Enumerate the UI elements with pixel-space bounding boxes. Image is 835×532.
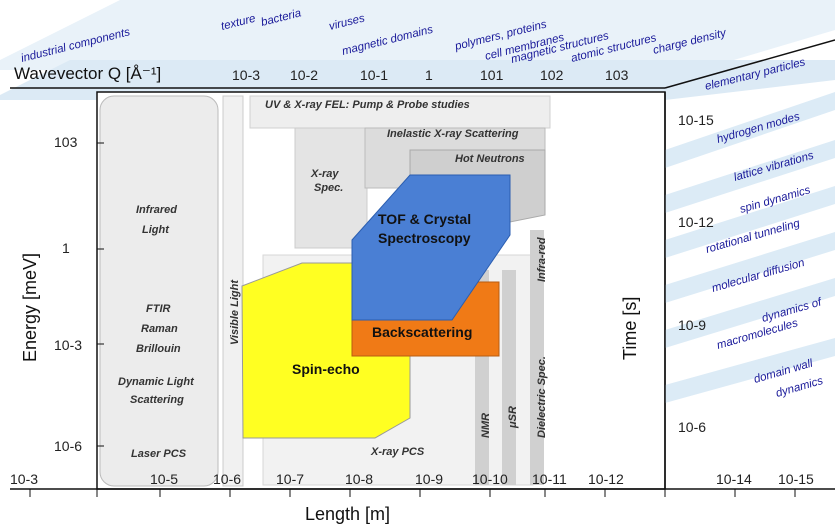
infrared-label-2: Light: [142, 224, 170, 236]
laser-pcs-label: Laser PCS: [131, 448, 187, 460]
right-band-hydrogen-modes: hydrogen modes: [716, 111, 802, 146]
length-tick-5: 10-8: [345, 471, 373, 487]
time-tick-2: 10-12: [678, 214, 714, 230]
length-tick-11: 10-15: [778, 471, 814, 487]
q-tick-6: 102: [540, 67, 564, 83]
hot-neutrons-label: Hot Neutrons: [455, 153, 525, 165]
energy-tick-2: 1: [62, 240, 70, 256]
fel-label: UV & X-ray FEL: Pump & Probe studies: [265, 99, 470, 111]
ftir-label: FTIR: [146, 303, 170, 315]
energy-tick-4: 10-6: [54, 438, 82, 454]
tof-label-2: Spectroscopy: [378, 230, 471, 246]
length-tick-4: 10-7: [276, 471, 304, 487]
length-tick-7: 10-10: [472, 471, 508, 487]
nmr-label: NMR: [480, 413, 492, 438]
right-band-labels: hydrogen modes lattice vibrations spin d…: [665, 92, 835, 403]
infra-red-label: Infra-red: [536, 237, 548, 282]
length-tick-2: 10-5: [150, 471, 178, 487]
q-tick-5: 101: [480, 67, 504, 83]
length-tick-6: 10-9: [415, 471, 443, 487]
q-tick-3: 10-1: [360, 67, 388, 83]
right-band-dynamics: dynamics: [775, 375, 825, 400]
q-axis-ticks: 10-3 10-2 10-1 1 101 102 103: [232, 67, 629, 83]
xray-spec-label-2: Spec.: [314, 182, 343, 194]
length-tick-3: 10-6: [213, 471, 241, 487]
visible-light-label: Visible Light: [229, 279, 241, 345]
length-tick-10: 10-14: [716, 471, 752, 487]
energy-tick-3: 10-3: [54, 337, 82, 353]
length-axis-ticks: 10-3 10-5 10-6 10-7 10-8 10-9 10-10 10-1…: [10, 471, 814, 487]
energy-tick-1: 103: [54, 134, 78, 150]
time-tick-1: 10-15: [678, 112, 714, 128]
ixs-label: Inelastic X-ray Scattering: [387, 128, 519, 140]
infrared-label-1: Infrared: [136, 204, 177, 216]
energy-axis-tickmarks: [97, 142, 104, 447]
dielectric-region: [530, 230, 544, 485]
dielectric-label: Dielectric Spec.: [536, 356, 548, 438]
q-tick-1: 10-3: [232, 67, 260, 83]
q-axis-slant: [664, 39, 835, 89]
tof-region: [351, 174, 511, 321]
xray-spec-region: [294, 127, 368, 249]
length-tick-9: 10-12: [588, 471, 624, 487]
energy-axis-ticks: 103 1 10-3 10-6: [54, 134, 82, 454]
spin-echo-label: Spin-echo: [292, 361, 360, 377]
wavevector-axis-label: Wavevector Q [Å⁻¹]: [14, 64, 161, 83]
tof-label-1: TOF & Crystal: [378, 211, 471, 227]
top-bands-background: [0, 0, 835, 100]
dls-label-1: Dynamic Light: [118, 376, 195, 388]
length-axis-tickmarks: [29, 489, 796, 497]
q-tick-7: 103: [605, 67, 629, 83]
time-axis-label: Time [s]: [620, 297, 640, 360]
backscattering-label: Backscattering: [372, 324, 472, 340]
musr-label: μSR: [507, 406, 519, 429]
length-tick-8: 10-11: [532, 471, 567, 487]
length-tick-1: 10-3: [10, 471, 38, 487]
xray-spec-label-1: X-ray: [310, 168, 339, 180]
q-tick-4: 1: [425, 67, 433, 83]
time-tick-3: 10-9: [678, 317, 706, 333]
musr-region: [502, 270, 516, 485]
dls-label-2: Scattering: [130, 394, 184, 406]
xray-pcs-label: X-ray PCS: [370, 446, 425, 458]
length-axis-label: Length [m]: [305, 504, 390, 524]
time-axis-ticks: 10-15 10-12 10-9 10-6: [678, 112, 714, 435]
q-tick-2: 10-2: [290, 67, 318, 83]
raman-label: Raman: [141, 323, 178, 335]
time-tick-4: 10-6: [678, 419, 706, 435]
infrared-region: [99, 95, 219, 487]
energy-axis-label: Energy [meV]: [20, 253, 40, 362]
brillouin-label: Brillouin: [136, 343, 181, 355]
